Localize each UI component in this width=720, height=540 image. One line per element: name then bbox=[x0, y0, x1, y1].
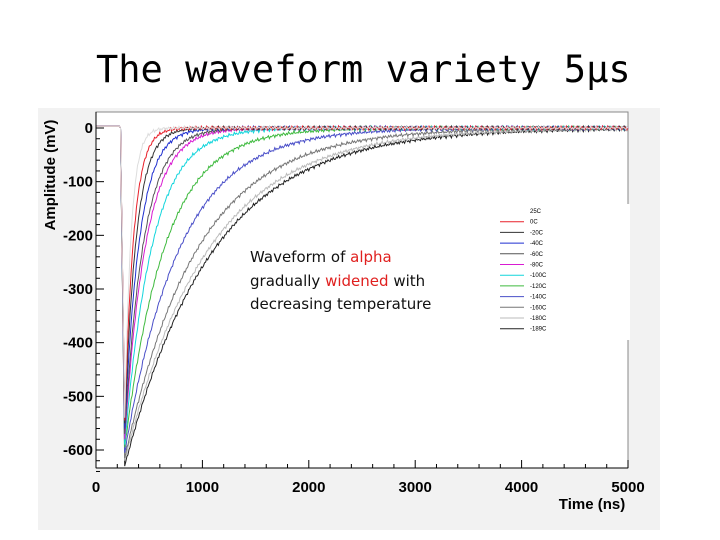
x-tick-label: 0 bbox=[92, 479, 100, 496]
x-axis: 0 1000 2000 3000 4000 5000 bbox=[92, 460, 645, 496]
x-tick-label: 4000 bbox=[505, 479, 538, 496]
y-tick-label: -500 bbox=[63, 388, 93, 405]
legend-label: -40C bbox=[530, 241, 544, 247]
legend-box bbox=[496, 204, 630, 340]
legend-label: -180C bbox=[530, 316, 547, 322]
annotation-line-2: gradually widened with bbox=[250, 272, 425, 290]
y-tick-label: -600 bbox=[63, 442, 93, 459]
legend-label: -120C bbox=[530, 284, 547, 290]
x-tick-label: 3000 bbox=[399, 479, 432, 496]
y-tick-label: -200 bbox=[63, 227, 93, 244]
legend-label: 0C bbox=[530, 220, 538, 226]
x-axis-title: Time (ns) bbox=[559, 496, 625, 513]
legend-label: -160C bbox=[530, 305, 547, 311]
y-tick-label: -100 bbox=[63, 174, 93, 191]
annotation-line-3: decreasing temperature bbox=[250, 295, 431, 313]
trace-minus-160c bbox=[96, 125, 629, 459]
legend-label: -100C bbox=[530, 273, 547, 279]
legend-label: 25C bbox=[530, 209, 542, 215]
y-axis-title: Amplitude (mV) bbox=[42, 120, 59, 231]
annotation-line-1: Waveform of alpha bbox=[250, 248, 392, 266]
y-tick-label: -400 bbox=[63, 335, 93, 352]
legend-label: -60C bbox=[530, 252, 544, 258]
trace-25c bbox=[96, 124, 629, 418]
y-tick-label: 0 bbox=[85, 120, 93, 137]
legend-label: -189C bbox=[530, 327, 547, 333]
x-tick-label: 2000 bbox=[292, 479, 325, 496]
legend-label: -80C bbox=[530, 263, 544, 269]
x-tick-label: 1000 bbox=[186, 479, 219, 496]
annotation-background bbox=[244, 240, 440, 318]
y-axis: 0 -100 -200 -300 -400 -500 -600 bbox=[63, 112, 104, 472]
traces-group bbox=[96, 124, 629, 467]
slide-title: The waveform variety 5μs bbox=[96, 48, 631, 91]
legend-label: -140C bbox=[530, 295, 547, 301]
y-tick-label: -300 bbox=[63, 281, 93, 298]
legend-label: -20C bbox=[530, 230, 544, 236]
x-tick-label: 5000 bbox=[611, 479, 644, 496]
legend: 25C 0C -20C -40C -60C -80C -100C -120C -140C -160… bbox=[500, 209, 547, 333]
